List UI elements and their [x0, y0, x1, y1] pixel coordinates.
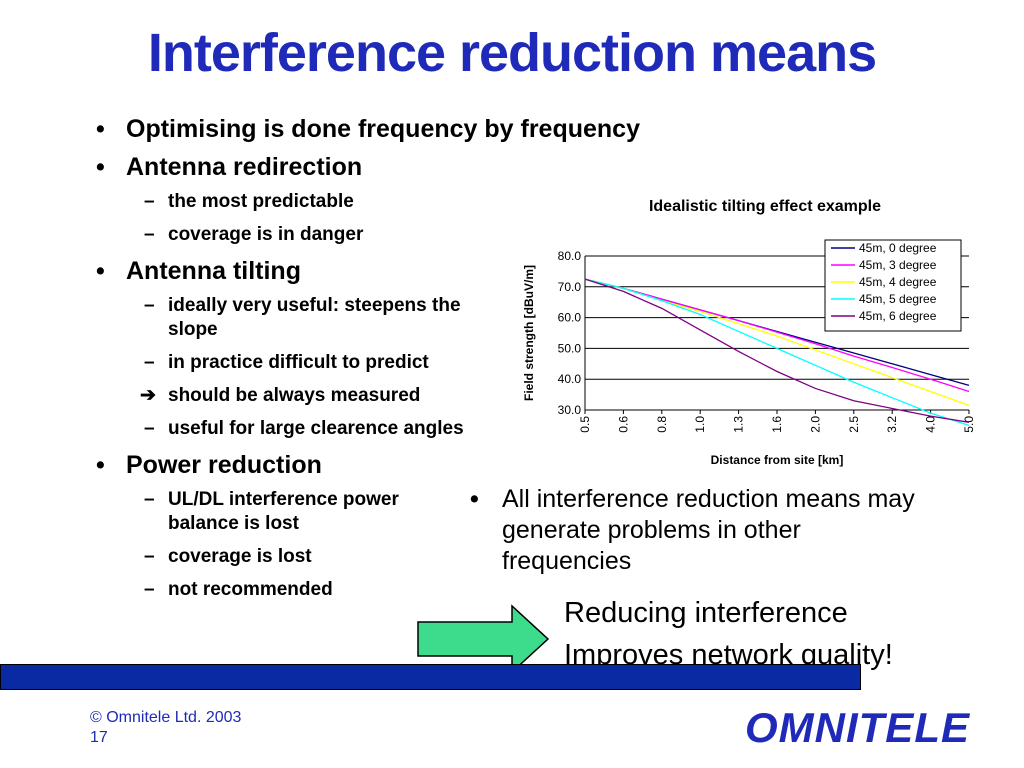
sub-bullet: – UL/DL interference power balance is lo…: [96, 488, 458, 536]
x-tick-label: 2.5: [847, 416, 861, 433]
dash-glyph: –: [144, 579, 155, 600]
y-tick-label: 80.0: [558, 249, 582, 263]
sub-bullet-text: ideally very useful: steepens the slope: [168, 295, 461, 340]
sub-bullet-text: useful for large clearence angles: [168, 418, 464, 439]
bullet-optimising: • Optimising is done frequency by freque…: [96, 114, 640, 144]
sub-bullet-text: not recommended: [168, 579, 333, 600]
footer: © Omnitele Ltd. 2003 17: [90, 708, 241, 748]
bullet-text: Antenna redirection: [126, 153, 363, 181]
x-tick-label: 0.8: [655, 416, 669, 433]
page-number: 17: [90, 729, 108, 746]
sub-bullet-text: the most predictable: [168, 191, 354, 212]
side-note: • All interference reduction means may g…: [470, 484, 930, 577]
sub-bullet: – coverage is in danger: [96, 223, 496, 247]
legend-label: 45m, 3 degree: [859, 258, 937, 272]
bullet-power-reduction: • Power reduction: [96, 450, 496, 480]
sub-bullet: – in practice difficult to predict: [96, 351, 496, 375]
arrow-right-icon: [417, 604, 550, 674]
dash-glyph: –: [144, 546, 155, 567]
side-note-text: All interference reduction means may gen…: [502, 485, 915, 575]
series-line-4: [584, 278, 970, 423]
x-tick-label: 0.6: [616, 416, 630, 433]
y-tick-label: 70.0: [558, 280, 582, 294]
y-tick-label: 30.0: [558, 403, 582, 417]
dash-glyph: –: [144, 224, 155, 245]
sub-bullet: – not recommended: [96, 578, 496, 602]
sub-bullet-text: UL/DL interference power balance is lost: [168, 489, 399, 534]
dash-glyph: –: [144, 489, 155, 510]
sub-bullet: – useful for large clearence angles: [96, 417, 468, 441]
bullet-dot: •: [96, 153, 105, 181]
sub-bullet-text: coverage is in danger: [168, 224, 364, 245]
sub-bullet: – the most predictable: [96, 190, 496, 214]
footer-bar: [0, 664, 861, 690]
tilting-chart: 80.0 70.0 60.0 50.0 40.0 30.00.5 0.6 0.8 1.0 1.3 1…: [522, 239, 976, 467]
dash-glyph: –: [144, 352, 155, 373]
y-axis-label: Field strength [dBuV/m]: [522, 265, 536, 401]
x-tick-label: 1.3: [732, 416, 746, 433]
sub-bullet-text: coverage is lost: [168, 546, 312, 567]
copyright-text: © Omnitele Ltd. 2003: [90, 709, 242, 726]
bullet-dot: •: [96, 257, 105, 285]
sub-bullet-text: should be always measured: [168, 385, 421, 406]
bullet-dot: •: [96, 115, 105, 143]
bullet-dot: •: [96, 451, 105, 479]
sub-bullet: – ideally very useful: steepens the slop…: [96, 294, 488, 342]
legend-label: 45m, 6 degree: [859, 309, 937, 323]
arrow-glyph: ➔: [140, 385, 156, 406]
bullet-antenna-redirection: • Antenna redirection: [96, 152, 496, 182]
bullet-dot: •: [470, 485, 479, 513]
bullet-text: Power reduction: [126, 451, 322, 479]
legend-label: 45m, 5 degree: [859, 292, 937, 306]
x-tick-label: 1.0: [693, 416, 707, 433]
bullet-text: Optimising is done frequency by frequenc…: [126, 115, 640, 143]
series-line-3: [584, 278, 970, 427]
x-tick-label: 3.2: [885, 416, 899, 433]
dash-glyph: –: [144, 418, 155, 439]
chart-title: Idealistic tilting effect example: [648, 198, 882, 215]
legend-label: 45m, 4 degree: [859, 275, 937, 289]
y-tick-label: 40.0: [558, 372, 582, 386]
bullet-antenna-tilting: • Antenna tilting: [96, 256, 496, 286]
x-tick-label: 1.6: [770, 416, 784, 433]
sub-bullet-text: in practice difficult to predict: [168, 352, 429, 373]
bullet-list: • Optimising is done frequency by freque…: [96, 114, 640, 611]
y-tick-label: 60.0: [558, 311, 582, 325]
callout: Reducing interference Improves network q…: [564, 592, 1004, 676]
dash-glyph: –: [144, 295, 155, 316]
x-tick-label: 2.0: [808, 416, 822, 433]
y-tick-label: 50.0: [558, 341, 582, 355]
x-tick-label: 0.5: [578, 416, 592, 433]
dash-glyph: –: [144, 191, 155, 212]
bullet-text: Antenna tilting: [126, 257, 301, 285]
arrow-sub-bullet: ➔ should be always measured: [96, 384, 496, 408]
callout-line-1: Reducing interference: [564, 597, 848, 629]
slide-title: Interference reduction means: [147, 23, 877, 83]
x-tick-label: 4.0: [924, 416, 938, 433]
series-line-1: [584, 278, 970, 393]
legend-label: 45m, 0 degree: [859, 241, 937, 255]
omnitele-logo: OMNITELE: [745, 704, 970, 751]
sub-bullet: – coverage is lost: [96, 545, 496, 569]
x-axis-label: Distance from site [km]: [711, 453, 844, 467]
x-tick-label: 5.0: [962, 416, 976, 433]
